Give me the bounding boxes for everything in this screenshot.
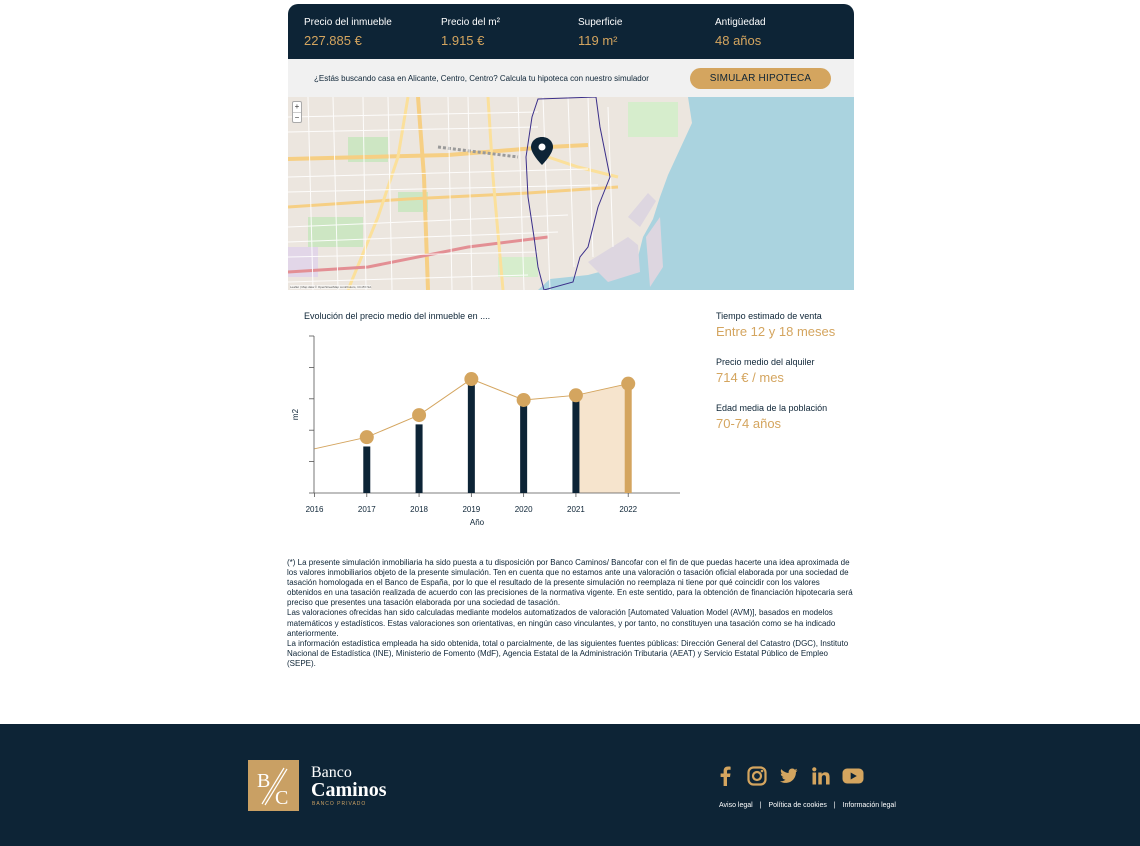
twitter-icon[interactable] bbox=[778, 765, 800, 787]
map-pin-icon[interactable] bbox=[531, 137, 553, 165]
stat-age: Antigüedad 48 años bbox=[715, 16, 852, 59]
stat-value: 227.885 € bbox=[304, 33, 362, 48]
x-tick-label-2022: 2022 bbox=[619, 505, 637, 514]
svg-text:B: B bbox=[257, 770, 270, 792]
stat-label: Precio del inmueble bbox=[304, 17, 392, 28]
simulate-mortgage-button[interactable]: SIMULAR HIPOTECA bbox=[690, 67, 831, 89]
logo-text-name: Caminos bbox=[311, 779, 387, 801]
x-tick-label-2017: 2017 bbox=[358, 505, 376, 514]
chart-title: Evolución del precio medio del inmueble … bbox=[304, 311, 491, 321]
logo-mark[interactable]: B C bbox=[248, 760, 299, 811]
disclaimer-paragraph: Las valoraciones ofrecidas han sido calc… bbox=[287, 608, 836, 638]
info-label: Tiempo estimado de venta bbox=[716, 311, 822, 321]
map-tiles bbox=[288, 97, 854, 290]
legal-links: Aviso legal | Política de cookies | Info… bbox=[719, 802, 896, 809]
x-tick-label-2021: 2021 bbox=[567, 505, 585, 514]
price-chart: 2016 2017 2018 2019 2020 2021 2022 Año m2 bbox=[291, 335, 680, 527]
bar-2019 bbox=[467, 383, 475, 493]
forecast-area bbox=[575, 383, 629, 493]
stat-label: Antigüedad bbox=[715, 17, 766, 28]
bar-2018 bbox=[415, 424, 423, 493]
banner-text: ¿Estás buscando casa en Alicante, Centro… bbox=[314, 73, 649, 83]
info-value: 714 € / mes bbox=[716, 370, 784, 385]
point-2021 bbox=[568, 388, 583, 403]
point-2018 bbox=[412, 408, 427, 423]
property-stats: Precio del inmueble 227.885 € Precio del… bbox=[288, 4, 854, 59]
logo-text-bank: Banco bbox=[311, 764, 352, 781]
linkedin-icon[interactable] bbox=[810, 765, 832, 787]
bar-2020 bbox=[520, 399, 528, 493]
stat-value: 48 años bbox=[715, 33, 762, 48]
bar-2021 bbox=[572, 395, 580, 493]
stat-label: Precio del m² bbox=[441, 17, 500, 28]
zoom-in-button[interactable]: + bbox=[294, 102, 300, 111]
stat-value: 1.915 € bbox=[441, 33, 485, 48]
point-2017 bbox=[359, 430, 374, 445]
point-2022 bbox=[621, 376, 636, 391]
map-attribution: Leaflet | Map data © OpenStreetMap contr… bbox=[290, 285, 372, 289]
bar-2017 bbox=[363, 446, 371, 493]
info-value: Entre 12 y 18 meses bbox=[716, 324, 836, 339]
point-2019 bbox=[464, 372, 479, 387]
svg-text:C: C bbox=[275, 787, 288, 809]
info-value: 70-74 años bbox=[716, 416, 782, 431]
legal-link-info[interactable]: Información legal bbox=[842, 802, 896, 809]
stat-value: 119 m² bbox=[578, 33, 618, 48]
youtube-icon[interactable] bbox=[842, 765, 864, 787]
y-axis-label: m2 bbox=[291, 408, 300, 420]
legal-separator: | bbox=[833, 802, 836, 809]
location-map[interactable]: + − Leaflet | Map data © OpenStreetMap c… bbox=[288, 97, 854, 290]
info-population-age: Edad media de la población 70-74 años bbox=[716, 403, 896, 431]
stat-price-m2: Precio del m² 1.915 € bbox=[441, 16, 578, 59]
x-tick-label-2016: 2016 bbox=[306, 505, 324, 514]
social-links bbox=[714, 765, 864, 787]
bc-monogram-icon: B C bbox=[257, 767, 288, 809]
legal-link-aviso[interactable]: Aviso legal bbox=[719, 802, 753, 809]
info-rent-price: Precio medio del alquiler 714 € / mes bbox=[716, 357, 896, 385]
stat-surface: Superficie 119 m² bbox=[578, 16, 715, 59]
bar-2022 bbox=[624, 386, 632, 493]
info-label: Edad media de la población bbox=[716, 403, 828, 413]
instagram-icon[interactable] bbox=[746, 765, 768, 787]
x-axis-label: Año bbox=[470, 518, 485, 527]
info-label: Precio medio del alquiler bbox=[716, 357, 815, 367]
logo-tagline: BANCO PRIVADO bbox=[312, 801, 367, 807]
disclaimer: (*) La presente simulación inmobiliaria … bbox=[287, 558, 853, 669]
stat-label: Superficie bbox=[578, 17, 623, 28]
x-tick-label-2018: 2018 bbox=[410, 505, 428, 514]
point-2020 bbox=[516, 392, 531, 407]
footer: B C Banco Caminos BANCO PRIVADO bbox=[0, 724, 1140, 846]
zoom-control: + − bbox=[292, 101, 302, 123]
disclaimer-paragraph: La información estadística empleada ha s… bbox=[287, 638, 849, 668]
x-tick-label-2019: 2019 bbox=[462, 505, 480, 514]
zoom-out-button[interactable]: − bbox=[293, 112, 301, 122]
legal-link-cookies[interactable]: Política de cookies bbox=[768, 802, 827, 809]
disclaimer-paragraph: (*) La presente simulación inmobiliaria … bbox=[287, 558, 853, 608]
legal-separator: | bbox=[759, 802, 762, 809]
info-sale-time: Tiempo estimado de venta Entre 12 y 18 m… bbox=[716, 311, 896, 339]
x-tick-label-2020: 2020 bbox=[515, 505, 533, 514]
facebook-icon[interactable] bbox=[714, 765, 736, 787]
stat-price: Precio del inmueble 227.885 € bbox=[304, 16, 441, 59]
mortgage-banner: ¿Estás buscando casa en Alicante, Centro… bbox=[288, 59, 854, 97]
